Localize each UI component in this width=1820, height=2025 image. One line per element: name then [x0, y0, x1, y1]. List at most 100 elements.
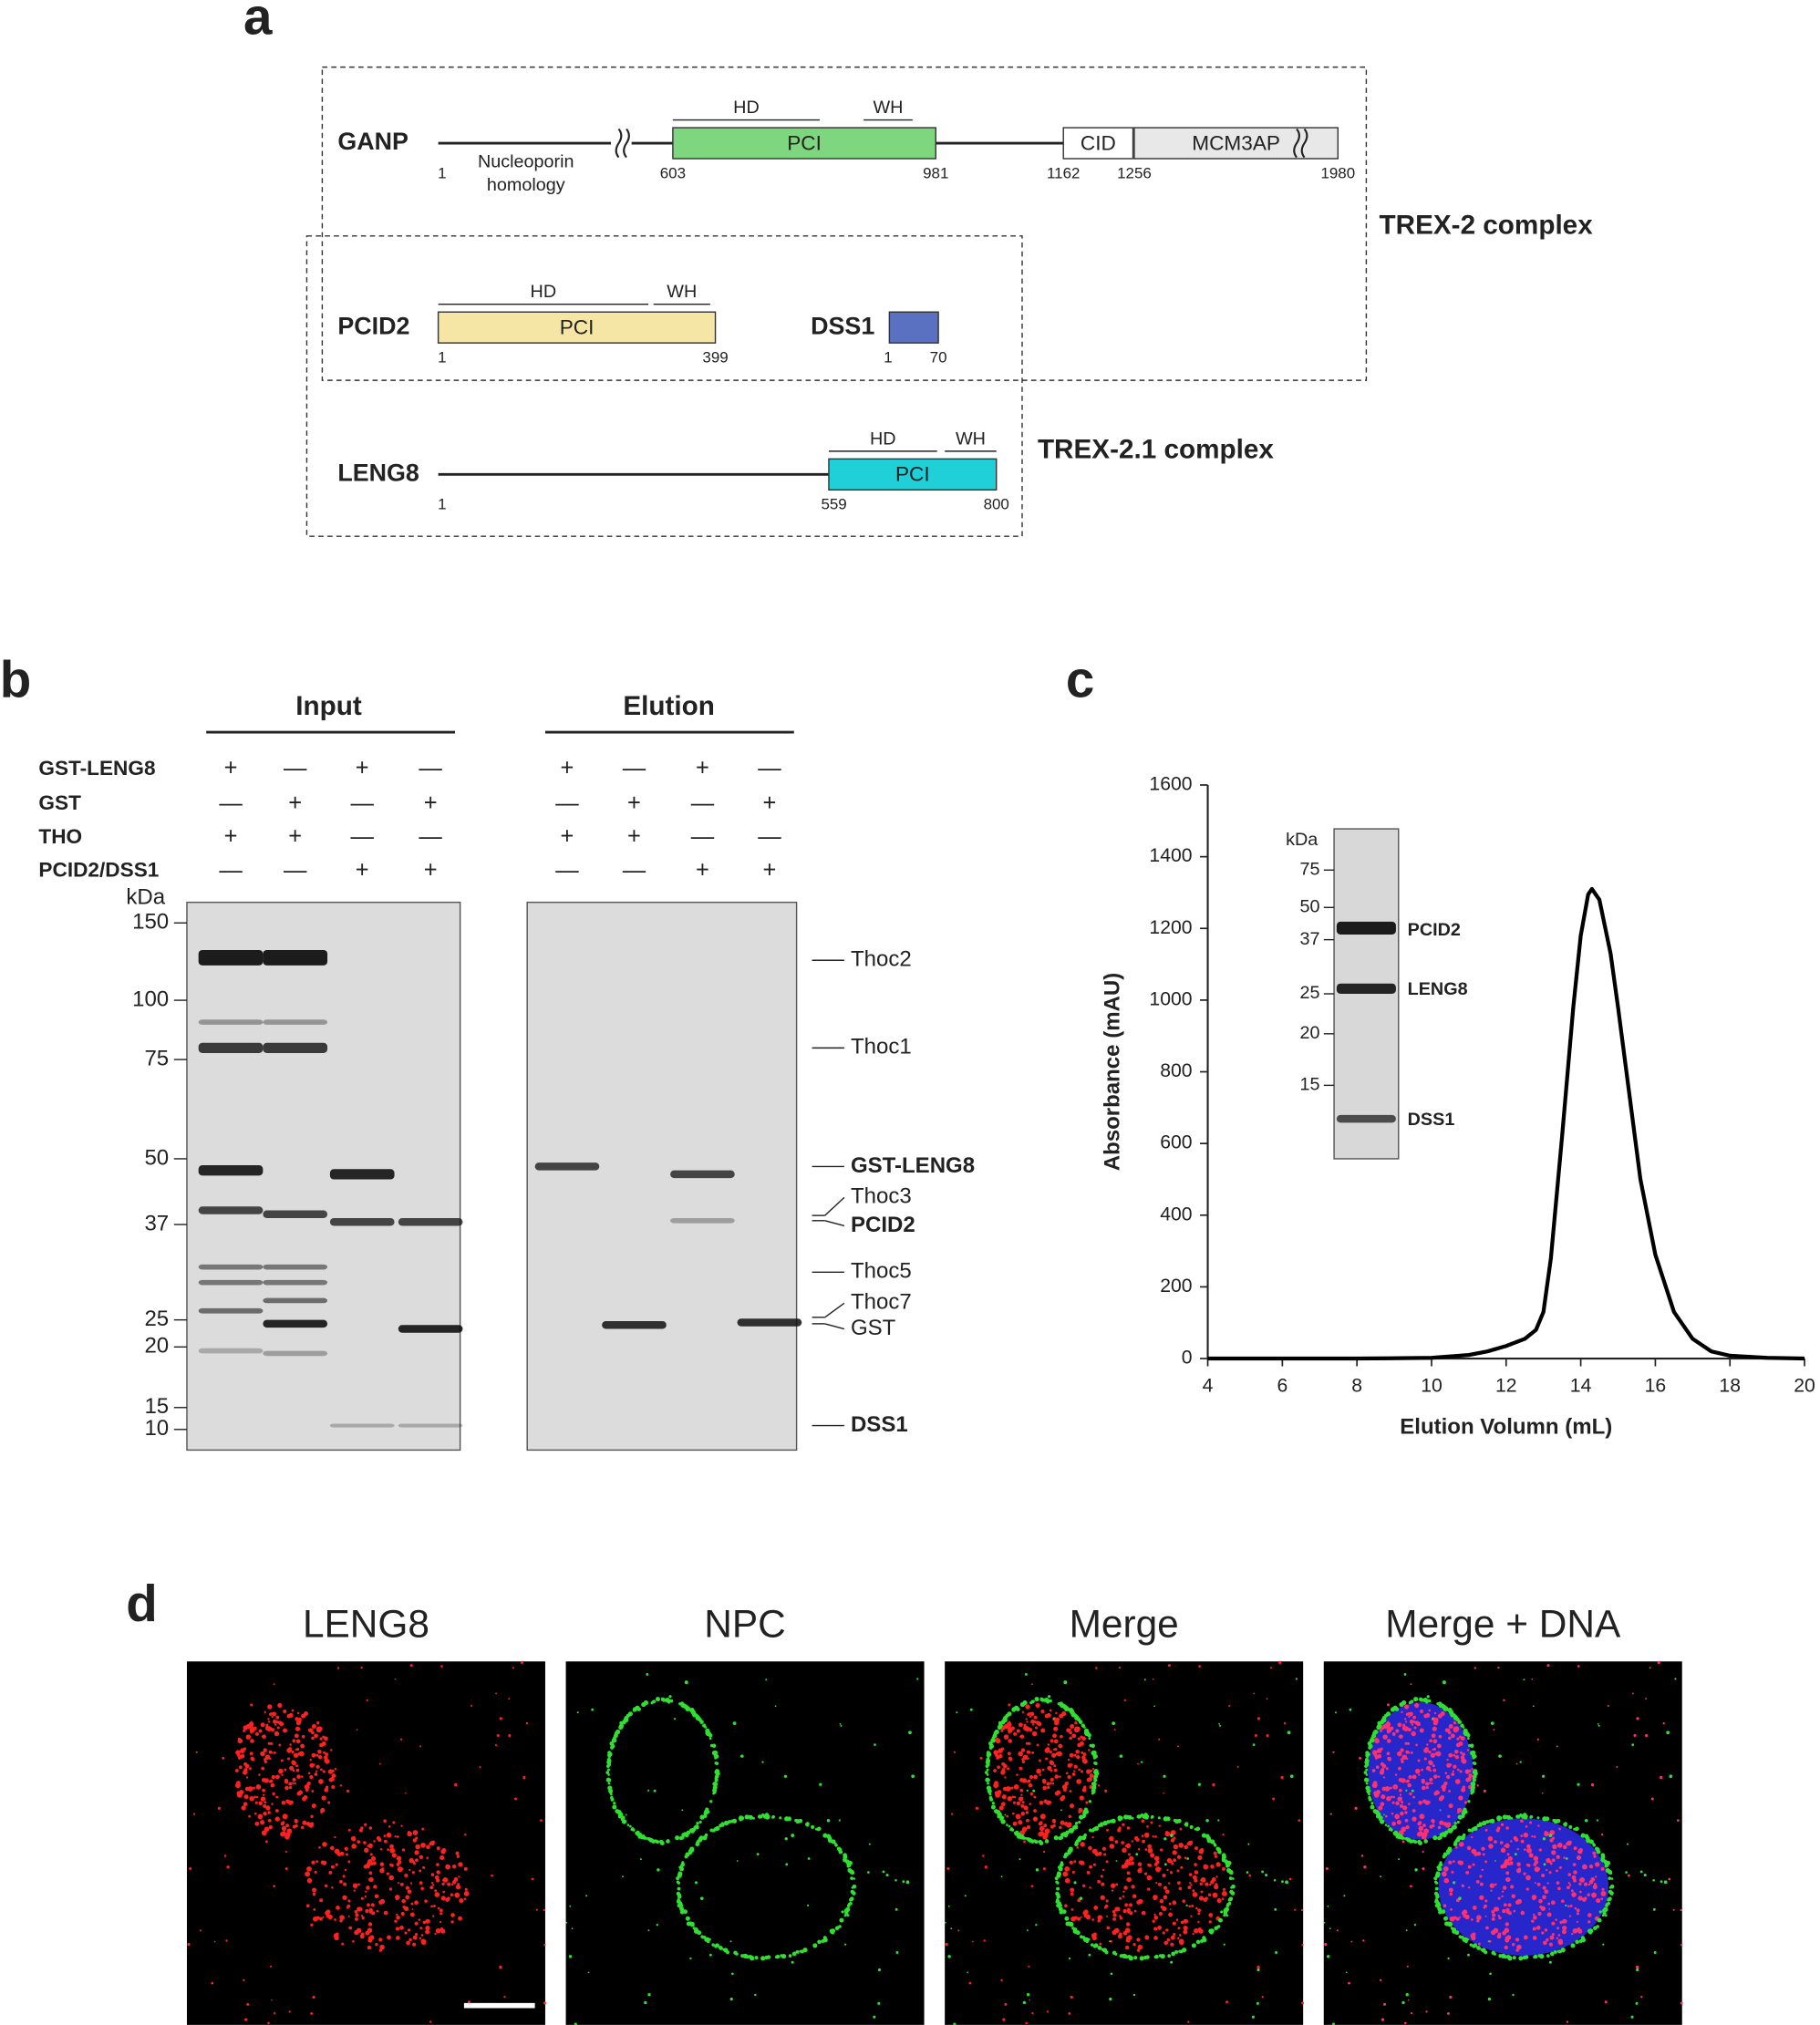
spot: [1105, 1915, 1108, 1917]
spot: [618, 1725, 624, 1731]
spot: [1493, 1952, 1496, 1956]
spot: [1079, 1935, 1083, 1938]
spot: [267, 1718, 270, 1720]
spot: [1093, 1774, 1099, 1779]
spot: [882, 1870, 885, 1874]
spot: [1073, 1860, 1077, 1864]
spot: [1537, 1867, 1541, 1870]
spot: [1019, 1858, 1021, 1861]
spot: [1097, 1915, 1103, 1920]
spot: [1567, 1905, 1570, 1908]
spot: [249, 1795, 254, 1802]
spot: [1092, 1932, 1097, 1937]
spot: [1105, 1899, 1109, 1903]
spot: [1403, 1704, 1410, 1710]
feature-label: WH: [873, 98, 903, 118]
spot: [313, 1724, 316, 1728]
spot: [394, 1895, 400, 1900]
spot: [1471, 1835, 1474, 1839]
spot: [1042, 1785, 1047, 1791]
spot: [749, 1955, 753, 1959]
spot: [1001, 1802, 1006, 1807]
spot: [368, 1826, 373, 1830]
spot: [1597, 1722, 1599, 1725]
spot: [677, 1898, 680, 1902]
spot: [993, 1750, 999, 1755]
spot: [1063, 1833, 1069, 1838]
spot: [357, 1906, 362, 1912]
spot: [1095, 1667, 1098, 1669]
spot: [1662, 1721, 1665, 1725]
spot: [1029, 1751, 1031, 1754]
image-title: LENG8: [303, 1602, 429, 1645]
spot: [1289, 1774, 1294, 1779]
spot: [1394, 1813, 1400, 1820]
spot: [1349, 1708, 1352, 1711]
spot: [1215, 1875, 1218, 1878]
spot: [367, 1903, 370, 1907]
spot: [993, 1769, 997, 1772]
spot: [199, 1929, 202, 1932]
spot: [1088, 1737, 1091, 1741]
spot: [222, 1756, 225, 1760]
condition-sign: —: [284, 756, 307, 781]
spot: [1365, 1768, 1369, 1772]
panel-label: d: [126, 1575, 158, 1632]
condition-sign: +: [356, 756, 369, 781]
spot: [1448, 1860, 1453, 1865]
spot: [241, 1805, 246, 1811]
spot: [267, 1818, 272, 1823]
spot: [1557, 1938, 1564, 1945]
spot: [1295, 1678, 1298, 1680]
spot: [1432, 1749, 1434, 1751]
spot: [274, 1809, 279, 1813]
spot: [253, 1795, 256, 1799]
spot: [956, 1711, 958, 1714]
spot: [822, 1833, 828, 1838]
spot: [311, 1752, 316, 1758]
gel-band: [670, 1217, 735, 1224]
spot: [437, 1906, 440, 1910]
gel-band: [198, 1019, 264, 1025]
spot: [436, 1863, 439, 1866]
spot: [1463, 1728, 1468, 1733]
feature-label: HD: [531, 282, 557, 302]
spot: [1143, 1872, 1148, 1875]
inset-marker: 20: [1300, 1023, 1320, 1043]
spot: [846, 1914, 850, 1917]
spot: [612, 1804, 617, 1810]
spot: [389, 1844, 394, 1849]
spot: [874, 1743, 876, 1746]
spot: [1050, 1769, 1053, 1772]
spot: [305, 1788, 309, 1793]
spot: [1039, 1773, 1041, 1776]
spot: [1125, 1843, 1132, 1848]
spot: [764, 1813, 770, 1818]
annotation: Nucleoporin: [478, 151, 574, 171]
y-tick-label: 600: [1160, 1132, 1192, 1153]
spot: [1153, 1855, 1160, 1861]
spot: [1028, 1741, 1031, 1745]
spot: [1195, 1939, 1201, 1945]
spot: [613, 1802, 616, 1805]
spot: [1027, 1929, 1029, 1932]
spot: [295, 1764, 299, 1768]
spot: [1652, 1907, 1656, 1911]
domain: [437, 311, 717, 344]
spot: [1453, 1721, 1457, 1725]
gel-band: [263, 1264, 328, 1270]
spot: [1081, 1814, 1086, 1819]
spot: [1184, 1919, 1189, 1924]
spot: [1602, 1913, 1606, 1916]
spot: [894, 1879, 897, 1882]
spot: [1381, 1821, 1384, 1824]
spot: [264, 1801, 267, 1804]
spot: [708, 1953, 712, 1957]
spot: [1111, 1883, 1116, 1888]
spot: [540, 1819, 543, 1823]
spot: [1413, 1697, 1419, 1702]
spot: [396, 1835, 399, 1838]
condition-sign: +: [424, 790, 438, 816]
spot: [1106, 1828, 1109, 1832]
spot: [292, 1782, 295, 1784]
